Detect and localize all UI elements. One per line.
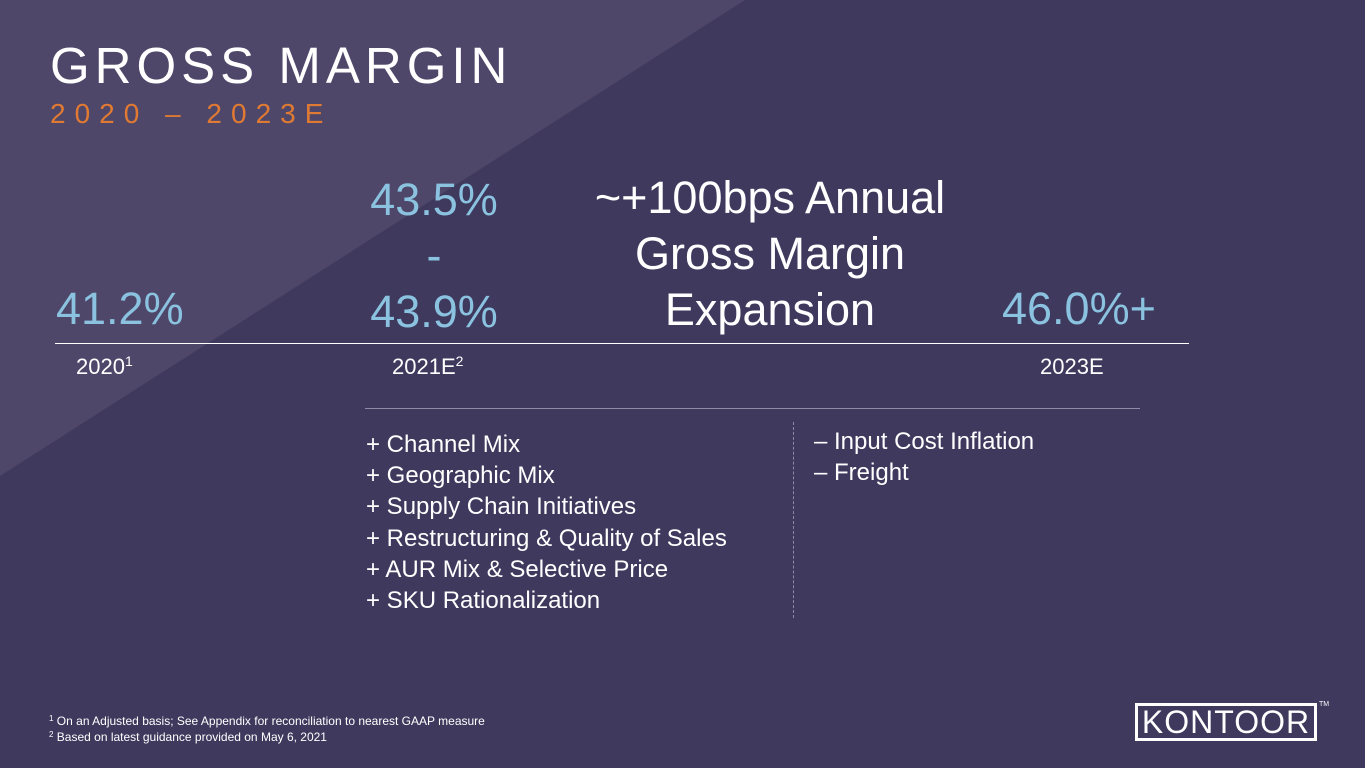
value-2023e: 46.0%+ [1002, 283, 1156, 334]
headwinds-list: – Input Cost Inflation – Freight [814, 426, 1034, 488]
value-2021e-low: 43.9% [370, 286, 498, 337]
value-2021e-range: 43.5% - 43.9% [354, 172, 514, 340]
drivers-divider [365, 408, 1140, 409]
expansion-line-3: Expansion [664, 284, 876, 335]
value-2021e-high: 43.5% [370, 174, 498, 225]
year-label-2021e: 2021E2 [392, 353, 464, 379]
year-label-2020: 20201 [76, 353, 133, 379]
list-item: – Input Cost Inflation [814, 428, 1035, 455]
tailwinds-list: + Channel Mix + Geographic Mix + Supply … [366, 429, 727, 616]
footnote-2: 2 Based on latest guidance provided on M… [49, 730, 327, 744]
list-item: + SKU Rationalization [366, 587, 601, 615]
page-subtitle: 2020 – 2023E [50, 98, 333, 129]
list-item: + Supply Chain Initiatives [366, 493, 637, 521]
page-title: GROSS MARGIN [50, 37, 513, 94]
year-label-2023e: 2023E [1040, 354, 1104, 379]
list-item: + AUR Mix & Selective Price [366, 555, 669, 583]
value-2021e-separator: - [426, 230, 442, 281]
kontoor-logo: KONTOOR [1135, 703, 1317, 741]
value-2020: 41.2% [56, 283, 184, 334]
timeline-axis [55, 343, 1189, 344]
expansion-line-2: Gross Margin [634, 228, 906, 279]
footnote-1: 1 On an Adjusted basis; See Appendix for… [49, 714, 485, 728]
list-item: – Freight [814, 459, 909, 487]
trademark-mark: TM [1319, 701, 1330, 708]
list-item: + Geographic Mix [366, 462, 555, 490]
list-item: + Restructuring & Quality of Sales [366, 524, 727, 552]
expansion-callout: ~+100bps Annual Gross Margin Expansion [560, 170, 980, 338]
list-item: + Channel Mix [366, 431, 521, 458]
footnote-ref-2: 2 [455, 353, 464, 369]
footnote-ref-1: 1 [124, 353, 133, 369]
column-divider [793, 422, 794, 618]
expansion-line-1: ~+100bps Annual [594, 172, 946, 223]
